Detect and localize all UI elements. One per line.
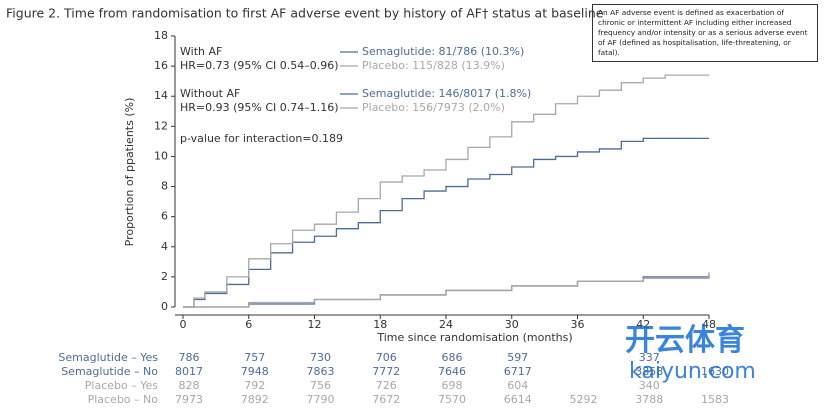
y-tick-label: 16 (154, 59, 168, 72)
risk-count: 7646 (438, 365, 466, 378)
y-tick-label: 10 (154, 149, 168, 162)
watermark: 开云体育 kaiyun.com (555, 315, 756, 384)
legend-label: Semaglutide: 146/8017 (1.8%) (362, 87, 531, 100)
x-tick-label: 0 (180, 318, 187, 331)
risk-count: 7772 (372, 365, 400, 378)
x-tick-label: 24 (439, 318, 453, 331)
group-title: Without AF (180, 87, 240, 100)
y-tick-label: 6 (161, 210, 168, 223)
risk-count: 7863 (307, 365, 335, 378)
risk-count: 1583 (701, 393, 729, 406)
risk-count: 7672 (372, 393, 400, 406)
risk-count: 1630 (701, 365, 729, 378)
risk-count: 7790 (307, 393, 335, 406)
risk-count: 597 (507, 351, 528, 364)
x-tick-label: 6 (245, 318, 252, 331)
group-title: With AF (180, 45, 222, 58)
risk-row-label: Placebo – No (88, 393, 159, 406)
risk-count: 7892 (241, 393, 269, 406)
group-hr: HR=0.73 (95% CI 0.54–0.96) (180, 59, 339, 72)
y-tick-label: 2 (161, 270, 168, 283)
y-tick-label: 18 (154, 29, 168, 42)
risk-count: 337 (639, 351, 660, 364)
x-tick-label: 12 (308, 318, 322, 331)
legend-label: Placebo: 156/7973 (2.0%) (362, 101, 505, 114)
risk-count: 792 (244, 379, 265, 392)
p-value: p-value for interaction=0.189 (180, 132, 343, 145)
risk-count: 828 (179, 379, 200, 392)
risk-count: 757 (244, 351, 265, 364)
y-axis-label: Proportion of ppatients (%) (123, 98, 136, 247)
x-tick-label: 42 (636, 318, 650, 331)
risk-count: 7973 (175, 393, 203, 406)
legend-label: Placebo: 115/828 (13.9%) (362, 59, 505, 72)
x-tick-label: 30 (505, 318, 519, 331)
watermark-url: kaiyun.com (629, 359, 756, 384)
y-tick-label: 12 (154, 119, 168, 132)
risk-count: 756 (310, 379, 331, 392)
risk-count: 604 (507, 379, 528, 392)
x-tick-label: 18 (373, 318, 387, 331)
risk-row-label: Semaglutide – Yes (58, 351, 158, 364)
y-tick-label: 4 (161, 240, 168, 253)
risk-count: 5292 (570, 393, 598, 406)
risk-count: 3858 (635, 365, 663, 378)
km-curve (183, 74, 709, 308)
risk-count: 6614 (504, 393, 532, 406)
x-tick-label: 48 (702, 318, 716, 331)
y-tick-label: 8 (161, 180, 168, 193)
risk-count: 8017 (175, 365, 203, 378)
y-tick-label: 0 (161, 300, 168, 313)
legend-label: Semaglutide: 81/786 (10.3%) (362, 45, 524, 58)
risk-count: 730 (310, 351, 331, 364)
x-axis-label: Time since randomisation (months) (376, 331, 572, 344)
chart-title: Figure 2. Time from randomisation to fir… (6, 6, 604, 21)
risk-count: 706 (376, 351, 397, 364)
risk-count: 7570 (438, 393, 466, 406)
risk-count: 726 (376, 379, 397, 392)
risk-row-label: Placebo – Yes (85, 379, 158, 392)
risk-count: 686 (442, 351, 463, 364)
watermark-brand: 开云体育 (625, 323, 745, 358)
y-tick-label: 14 (154, 89, 168, 102)
risk-count: 3788 (635, 393, 663, 406)
risk-count: 786 (179, 351, 200, 364)
risk-row-label: Semaglutide – No (61, 365, 158, 378)
risk-count: 7948 (241, 365, 269, 378)
note-box: An AF adverse event is defined as exacer… (592, 4, 818, 62)
risk-count: 340 (639, 379, 660, 392)
risk-count: 698 (442, 379, 463, 392)
group-hr: HR=0.93 (95% CI 0.74–1.16) (180, 101, 339, 114)
x-tick-label: 36 (571, 318, 585, 331)
km-curve (183, 272, 710, 308)
risk-count: 6717 (504, 365, 532, 378)
